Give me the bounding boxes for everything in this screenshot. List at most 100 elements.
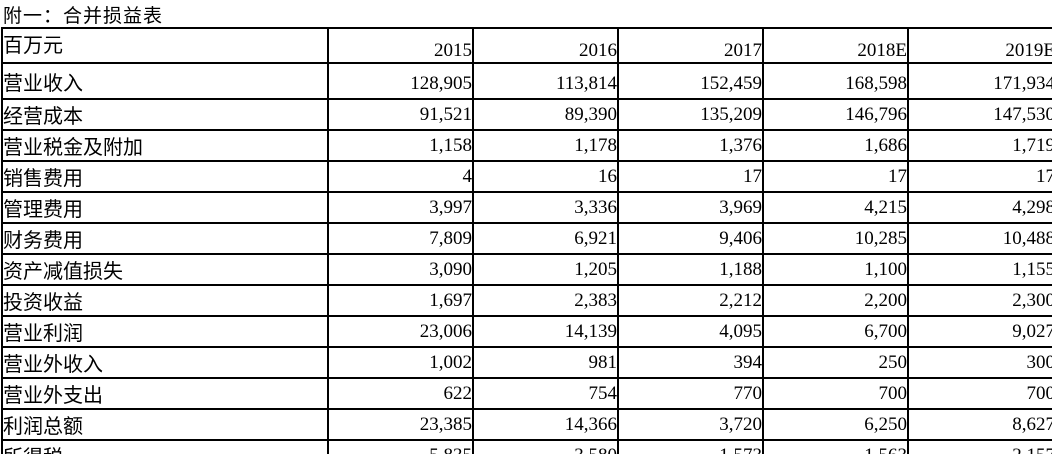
table-row: 营业利润 23,006 14,139 4,095 6,700 9,027 — [1, 315, 1052, 348]
value-cell: 1,100 — [762, 253, 909, 286]
unit-header-cell: 百万元 — [1, 27, 329, 64]
value-cell: 3,720 — [617, 408, 764, 441]
value-cell: 770 — [617, 377, 764, 410]
value-cell: 152,459 — [617, 62, 764, 100]
row-label-cell: 利润总额 — [1, 408, 329, 441]
value-cell: 4,298 — [907, 191, 1052, 224]
table-row: 营业税金及附加 1,158 1,178 1,376 1,686 1,719 — [1, 129, 1052, 162]
value-cell: 1,002 — [327, 346, 474, 379]
value-cell: 14,366 — [472, 408, 619, 441]
row-label-cell: 所得税 — [1, 439, 329, 454]
value-cell: 17 — [762, 160, 909, 193]
value-cell: 146,796 — [762, 98, 909, 131]
value-cell: 10,285 — [762, 222, 909, 255]
value-cell: 1,563 — [762, 439, 909, 454]
value-cell: 113,814 — [472, 62, 619, 100]
table-row: 营业收入 128,905 113,814 152,459 168,598 171,934 — [1, 62, 1052, 100]
value-cell: 171,934 — [907, 62, 1052, 100]
year-header-cell: 2018E — [762, 27, 909, 64]
value-cell: 700 — [907, 377, 1052, 410]
year-header-cell: 2017 — [617, 27, 764, 64]
income-statement-table: 百万元 2015 2016 2017 2018E 2019E 营业收入 128,905 11… — [1, 27, 1052, 454]
value-cell: 250 — [762, 346, 909, 379]
row-label-cell: 管理费用 — [1, 191, 329, 224]
value-cell: 6,921 — [472, 222, 619, 255]
value-cell: 17 — [617, 160, 764, 193]
value-cell: 4,215 — [762, 191, 909, 224]
value-cell: 4 — [327, 160, 474, 193]
value-cell: 128,905 — [327, 62, 474, 100]
value-cell: 300 — [907, 346, 1052, 379]
value-cell: 1,697 — [327, 284, 474, 317]
table-row: 销售费用416171717 — [1, 160, 1052, 193]
row-label-cell: 经营成本 — [1, 98, 329, 131]
value-cell: 17 — [907, 160, 1052, 193]
value-cell: 2,212 — [617, 284, 764, 317]
value-cell: 2,157 — [907, 439, 1052, 454]
value-cell: 3,580 — [472, 439, 619, 454]
value-cell: 700 — [762, 377, 909, 410]
value-cell: 147,530 — [907, 98, 1052, 131]
row-label-cell: 营业利润 — [1, 315, 329, 348]
value-cell: 3,090 — [327, 253, 474, 286]
table-row: 管理费用 3,997 3,336 3,969 4,215 4,298 — [1, 191, 1052, 224]
value-cell: 9,406 — [617, 222, 764, 255]
value-cell: 10,488 — [907, 222, 1052, 255]
value-cell: 89,390 — [472, 98, 619, 131]
value-cell: 1,178 — [472, 129, 619, 162]
table-header-row: 百万元 2015 2016 2017 2018E 2019E — [1, 27, 1052, 64]
value-cell: 1,188 — [617, 253, 764, 286]
table-row: 所得税5,8353,5801,5731,5632,157 — [1, 439, 1052, 454]
value-cell: 754 — [472, 377, 619, 410]
table-row: 财务费用 7,809 6,921 9,406 10,285 10,488 — [1, 222, 1052, 255]
value-cell: 6,700 — [762, 315, 909, 348]
value-cell: 981 — [472, 346, 619, 379]
value-cell: 394 — [617, 346, 764, 379]
value-cell: 3,997 — [327, 191, 474, 224]
row-label-cell: 销售费用 — [1, 160, 329, 193]
year-header-cell: 2019E — [907, 27, 1052, 64]
value-cell: 23,006 — [327, 315, 474, 348]
value-cell: 1,205 — [472, 253, 619, 286]
table-row: 资产减值损失 3,090 1,205 1,188 1,100 1,155 — [1, 253, 1052, 286]
income-statement-table-wrap: 百万元 2015 2016 2017 2018E 2019E 营业收入 128,905 11… — [1, 27, 1052, 454]
value-cell: 9,027 — [907, 315, 1052, 348]
table-row: 营业外支出622754770700700 — [1, 377, 1052, 410]
row-label-cell: 投资收益 — [1, 284, 329, 317]
value-cell: 6,250 — [762, 408, 909, 441]
value-cell: 5,835 — [327, 439, 474, 454]
value-cell: 1,155 — [907, 253, 1052, 286]
table-row: 经营成本 91,521 89,390 135,209 146,796 147,530 — [1, 98, 1052, 131]
value-cell: 16 — [472, 160, 619, 193]
row-label-cell: 营业税金及附加 — [1, 129, 329, 162]
row-label-cell: 营业外支出 — [1, 377, 329, 410]
row-label-cell: 营业收入 — [1, 62, 329, 100]
table-row: 利润总额 23,385 14,366 3,720 6,250 8,627 — [1, 408, 1052, 441]
value-cell: 2,383 — [472, 284, 619, 317]
value-cell: 2,300 — [907, 284, 1052, 317]
value-cell: 622 — [327, 377, 474, 410]
value-cell: 1,376 — [617, 129, 764, 162]
value-cell: 1,158 — [327, 129, 474, 162]
value-cell: 7,809 — [327, 222, 474, 255]
row-label-cell: 资产减值损失 — [1, 253, 329, 286]
value-cell: 3,969 — [617, 191, 764, 224]
value-cell: 4,095 — [617, 315, 764, 348]
value-cell: 1,573 — [617, 439, 764, 454]
value-cell: 1,686 — [762, 129, 909, 162]
value-cell: 3,336 — [472, 191, 619, 224]
value-cell: 8,627 — [907, 408, 1052, 441]
value-cell: 91,521 — [327, 98, 474, 131]
value-cell: 1,719 — [907, 129, 1052, 162]
year-header-cell: 2016 — [472, 27, 619, 64]
value-cell: 168,598 — [762, 62, 909, 100]
row-label-cell: 财务费用 — [1, 222, 329, 255]
table-row: 投资收益 1,697 2,383 2,212 2,200 2,300 — [1, 284, 1052, 317]
value-cell: 135,209 — [617, 98, 764, 131]
year-header-cell: 2015 — [327, 27, 474, 64]
page-title: 附一：合并损益表 — [3, 6, 164, 27]
row-label-cell: 营业外收入 — [1, 346, 329, 379]
value-cell: 14,139 — [472, 315, 619, 348]
